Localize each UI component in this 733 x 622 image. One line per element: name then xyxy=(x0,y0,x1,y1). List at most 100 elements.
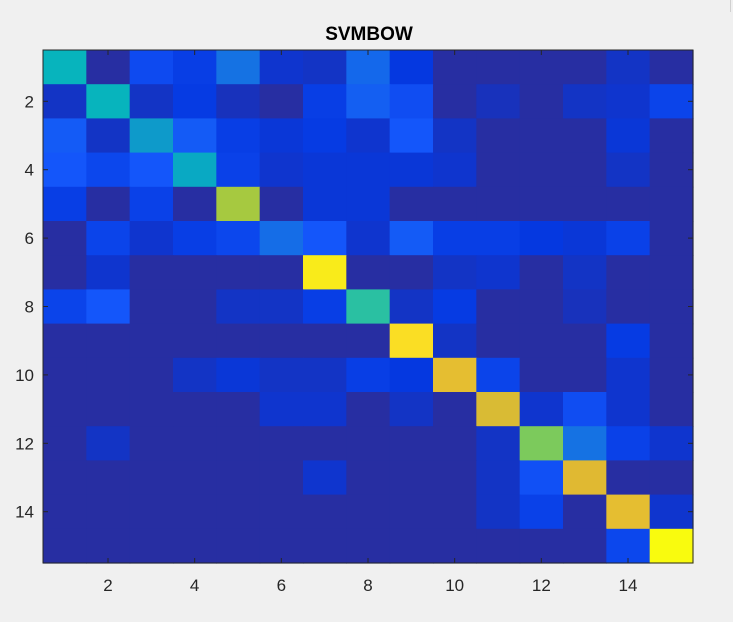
x-tick-label: 6 xyxy=(277,576,286,595)
heatmap-cell xyxy=(43,186,87,222)
heatmap-cell xyxy=(303,221,347,256)
heatmap-cell xyxy=(519,357,564,393)
heatmap-cell xyxy=(606,50,651,85)
heatmap-cell xyxy=(346,323,391,359)
heatmap-cell xyxy=(259,323,304,359)
heatmap-cell xyxy=(389,528,434,564)
heatmap-cell xyxy=(389,460,434,496)
heatmap-cell xyxy=(519,50,564,85)
heatmap-cell xyxy=(606,152,651,188)
x-axis-ticks: 2 4 6 8 10 12 14 xyxy=(103,50,637,595)
heatmap-cell xyxy=(476,186,521,222)
heatmap-cell xyxy=(649,221,694,256)
heatmap-cell xyxy=(129,426,174,461)
heatmap-cell xyxy=(389,50,434,85)
heatmap-cell xyxy=(86,357,131,393)
heatmap-cell xyxy=(86,50,131,85)
heatmap-cell xyxy=(216,84,261,119)
heatmap-cell xyxy=(519,289,564,325)
heatmap-cell xyxy=(563,255,607,290)
heatmap-cell xyxy=(389,289,434,325)
heatmap-cell xyxy=(519,392,564,427)
heatmap-cell xyxy=(476,84,521,119)
heatmap-cell xyxy=(606,460,651,496)
heatmap-cell xyxy=(606,392,651,427)
heatmap-cell xyxy=(129,152,174,188)
heatmap-cell xyxy=(173,50,217,85)
heatmap-cell xyxy=(433,460,477,496)
heatmap-cell xyxy=(129,221,174,256)
heatmap-cell xyxy=(173,460,217,496)
heatmap-cell xyxy=(389,186,434,222)
heatmap-cell xyxy=(476,50,521,85)
heatmap-cell xyxy=(649,323,694,359)
heatmap-cell xyxy=(43,357,87,393)
heatmap-cell xyxy=(563,289,607,325)
heatmap-cell xyxy=(649,289,694,325)
heatmap-cell xyxy=(259,426,304,461)
heatmap-cell xyxy=(303,255,347,290)
heatmap-cell xyxy=(606,357,651,393)
y-tick-label: 8 xyxy=(25,298,34,317)
heatmap-cell xyxy=(519,255,564,290)
heatmap-cell xyxy=(129,50,174,85)
heatmap-cell xyxy=(433,152,477,188)
heatmap-cell xyxy=(216,357,261,393)
heatmap-cell xyxy=(129,392,174,427)
y-tick-label: 10 xyxy=(15,366,34,385)
heatmap-cell xyxy=(43,528,87,564)
heatmap-cell xyxy=(303,460,347,496)
heatmap-cell xyxy=(476,460,521,496)
heatmap-cell xyxy=(649,118,694,154)
heatmap-cell xyxy=(216,494,261,530)
heatmap-cell xyxy=(259,255,304,290)
heatmap-cell xyxy=(216,528,261,564)
heatmap-cell xyxy=(303,84,347,119)
heatmap-cell xyxy=(519,528,564,564)
heatmap-cell xyxy=(259,392,304,427)
heatmap-cell xyxy=(563,357,607,393)
heatmap-cell xyxy=(86,118,131,154)
heatmap-cell xyxy=(43,152,87,188)
heatmap-cell xyxy=(563,186,607,222)
x-tick-label: 2 xyxy=(103,576,112,595)
heatmap-cell xyxy=(606,186,651,222)
heatmap-cell xyxy=(433,186,477,222)
heatmap-cell xyxy=(389,118,434,154)
heatmap-cell xyxy=(649,152,694,188)
heatmap-cell xyxy=(43,50,87,85)
heatmap-cell xyxy=(346,221,391,256)
heatmap-cell xyxy=(303,50,347,85)
x-tick-label: 12 xyxy=(532,576,551,595)
heatmap-cell xyxy=(563,528,607,564)
heatmap-cell xyxy=(649,255,694,290)
heatmap-cell xyxy=(433,323,477,359)
heatmap-cell xyxy=(606,494,651,530)
heatmap-cell xyxy=(216,255,261,290)
heatmap-cell xyxy=(86,528,131,564)
heatmap-cell xyxy=(43,84,87,119)
heatmap-cell xyxy=(519,426,564,461)
heatmap-cell xyxy=(303,426,347,461)
heatmap-cell xyxy=(43,494,87,530)
heatmap-cell xyxy=(259,460,304,496)
heatmap-cell xyxy=(519,152,564,188)
heatmap-cell xyxy=(216,426,261,461)
x-tick-label: 4 xyxy=(190,576,199,595)
heatmap-cell xyxy=(173,118,217,154)
heatmap-cell xyxy=(259,221,304,256)
heatmap-cell xyxy=(303,186,347,222)
heatmap-cell xyxy=(129,118,174,154)
heatmap-cell xyxy=(519,221,564,256)
heatmap-cell xyxy=(86,494,131,530)
window-edge xyxy=(730,0,731,12)
heatmap-cell xyxy=(649,528,694,564)
heatmap-cell xyxy=(346,118,391,154)
heatmap-cell xyxy=(86,392,131,427)
heatmap-cell xyxy=(346,426,391,461)
heatmap-cell xyxy=(476,255,521,290)
heatmap-cell xyxy=(86,84,131,119)
chart-title: SVMBOW xyxy=(325,24,413,45)
heatmap-cell xyxy=(563,84,607,119)
heatmap-cell xyxy=(563,460,607,496)
